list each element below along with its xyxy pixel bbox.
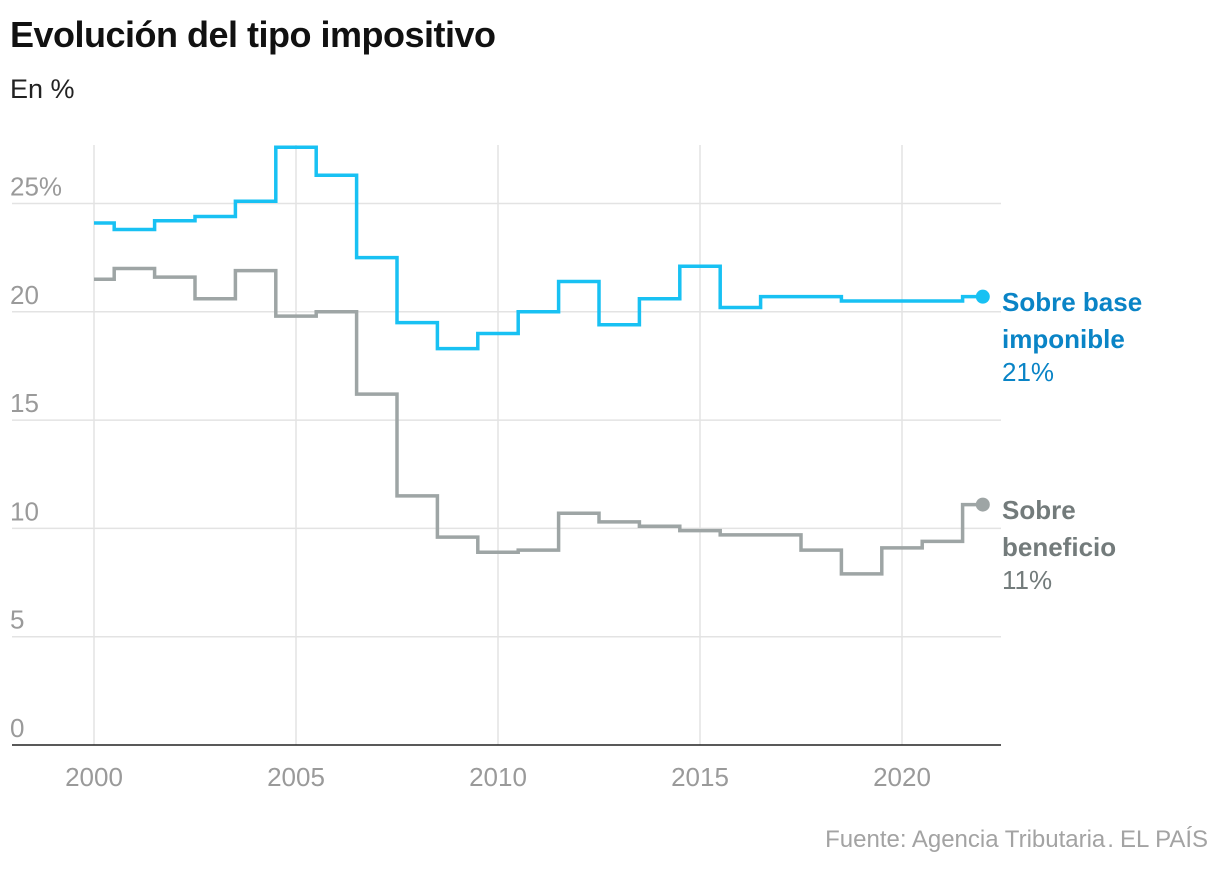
source-note: Fuente: Agencia Tributaria. EL PAÍS bbox=[825, 826, 1208, 854]
x-tick-label-2010: 2010 bbox=[469, 762, 527, 792]
y-tick-label-5: 5 bbox=[10, 605, 24, 635]
series-label-1-line2: imponible bbox=[1002, 324, 1125, 354]
series-line-1 bbox=[94, 145, 983, 351]
y-axis-ticks: 0 5 10 15 20 25% bbox=[10, 172, 62, 744]
gridlines bbox=[12, 145, 1001, 745]
series-end-dot-1 bbox=[975, 289, 990, 304]
y-tick-label-0: 0 bbox=[10, 713, 24, 743]
chart-subtitle: En % bbox=[10, 74, 75, 104]
x-tick-label-2000: 2000 bbox=[65, 762, 123, 792]
source-separator: . bbox=[1107, 826, 1114, 853]
x-tick-label-2020: 2020 bbox=[873, 762, 931, 792]
x-tick-label-2005: 2005 bbox=[267, 762, 325, 792]
source-text: Fuente: Agencia Tributaria bbox=[825, 826, 1106, 853]
y-tick-label-15: 15 bbox=[10, 388, 39, 418]
series-value-1: 21% bbox=[1002, 357, 1054, 387]
series-end-dot-2 bbox=[975, 497, 990, 512]
series-label-1-line1: Sobre base bbox=[1002, 287, 1142, 317]
chart-title: Evolución del tipo impositivo bbox=[10, 14, 496, 55]
y-tick-label-10: 10 bbox=[10, 496, 39, 526]
series-label-2-line2: beneficio bbox=[1002, 532, 1116, 562]
series-label-2-line1: Sobre bbox=[1002, 495, 1076, 525]
series-lines bbox=[94, 145, 990, 576]
source-brand: EL PAÍS bbox=[1119, 826, 1208, 853]
y-tick-label-20: 20 bbox=[10, 280, 39, 310]
x-tick-label-2015: 2015 bbox=[671, 762, 729, 792]
y-tick-label-25: 25% bbox=[10, 172, 62, 202]
series-value-2: 11% bbox=[1002, 565, 1052, 595]
x-axis-ticks: 2000 2005 2010 2015 2020 bbox=[65, 762, 931, 792]
series-line-2 bbox=[94, 266, 983, 576]
